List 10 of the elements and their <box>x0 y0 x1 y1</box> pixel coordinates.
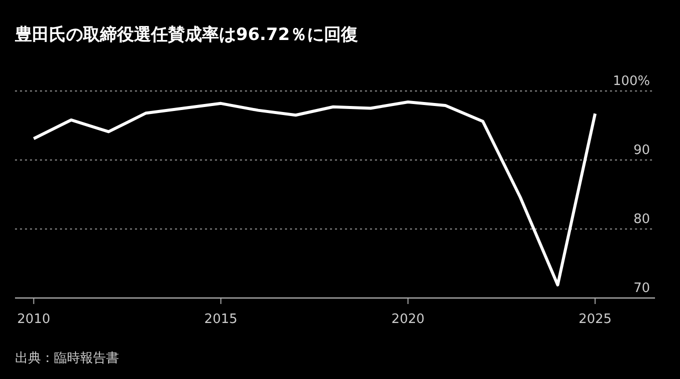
y-tick-label: 70 <box>633 281 650 296</box>
source-note: 出典：臨時報告書 <box>15 351 119 366</box>
y-tick-label: 100% <box>612 74 650 89</box>
x-tick-label: 2010 <box>17 312 50 327</box>
chart-title: 豊田氏の取締役選任賛成率は96.72％に回復 <box>14 25 358 45</box>
x-tick-label: 2020 <box>391 312 425 327</box>
y-tick-label: 90 <box>633 143 650 158</box>
x-tick-label: 2015 <box>204 312 238 327</box>
x-tick-label: 2025 <box>578 312 612 327</box>
y-tick-label: 80 <box>633 212 650 227</box>
